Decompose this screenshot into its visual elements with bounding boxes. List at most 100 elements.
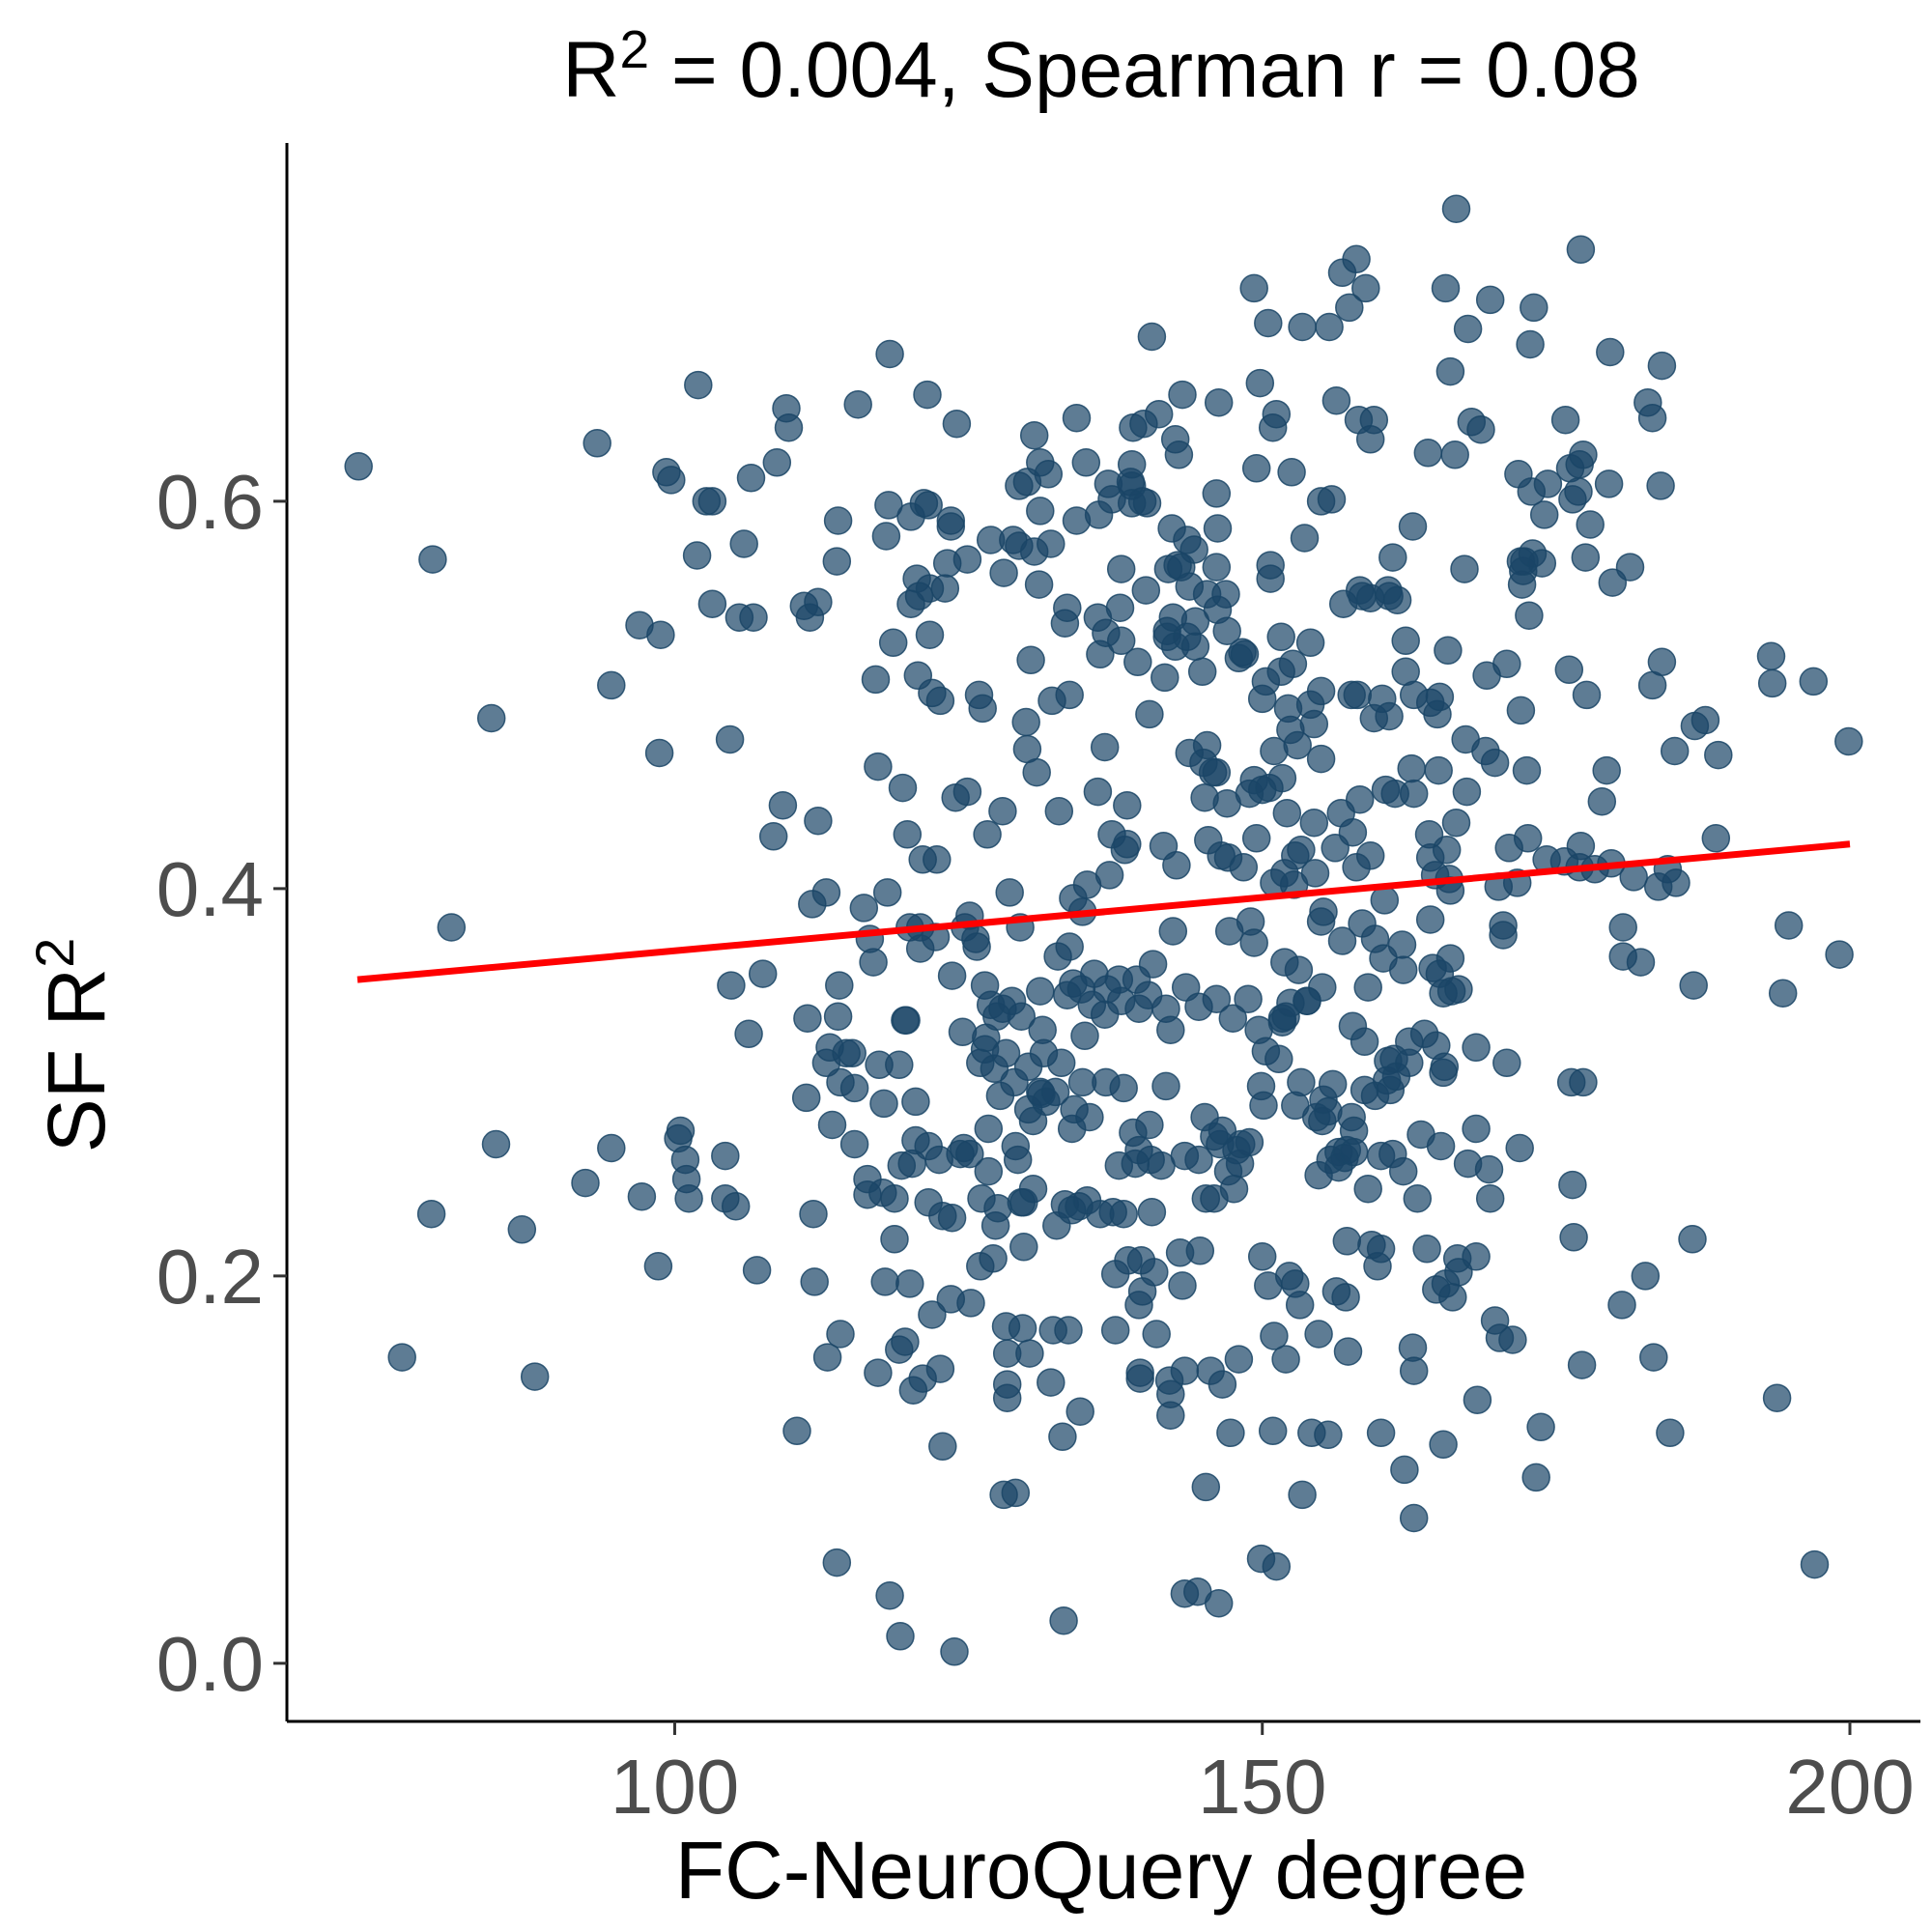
data-point	[983, 1193, 1012, 1223]
data-point	[1026, 497, 1055, 526]
data-point	[1001, 1478, 1031, 1508]
data-point	[1353, 973, 1382, 1002]
y-axis-label-main: SF R	[31, 968, 122, 1152]
data-point	[1327, 926, 1357, 955]
data-point	[1075, 1102, 1104, 1132]
data-point	[1550, 405, 1580, 435]
data-point	[1062, 403, 1092, 433]
data-point	[1333, 1337, 1363, 1366]
data-point	[1288, 1480, 1317, 1510]
data-point	[937, 961, 967, 990]
data-point	[948, 1017, 978, 1047]
data-point	[1596, 337, 1625, 367]
data-point	[1529, 500, 1559, 529]
data-point	[1109, 1073, 1138, 1103]
data-point	[1299, 808, 1329, 838]
data-point	[1138, 950, 1168, 979]
data-point	[1235, 1127, 1264, 1157]
data-point	[1607, 1291, 1636, 1320]
title-prefix: R	[562, 26, 619, 114]
data-point	[1055, 680, 1084, 710]
data-point	[1113, 830, 1142, 859]
data-point	[697, 487, 727, 516]
data-point	[1106, 626, 1136, 656]
data-point	[1230, 639, 1260, 669]
data-point	[1637, 403, 1667, 433]
data-point	[674, 1183, 703, 1213]
data-point	[729, 529, 758, 558]
data-point	[1309, 897, 1338, 926]
data-point	[1262, 399, 1292, 429]
data-point	[1444, 975, 1473, 1004]
data-point	[782, 1416, 811, 1446]
data-point	[1343, 680, 1373, 710]
data-point	[1137, 1197, 1167, 1227]
data-point	[880, 1183, 909, 1213]
data-point	[1762, 1383, 1792, 1412]
data-point	[1388, 955, 1418, 984]
data-point	[1055, 932, 1084, 961]
data-point	[1480, 748, 1510, 778]
data-point	[1317, 485, 1347, 514]
data-point	[1430, 1052, 1460, 1082]
data-point	[817, 1110, 847, 1140]
data-point	[1474, 1154, 1504, 1184]
y-axis-label: SF R2	[24, 938, 122, 1153]
data-point	[913, 380, 942, 410]
data-point	[1690, 705, 1720, 735]
data-point	[992, 1383, 1022, 1412]
data-point	[1117, 450, 1147, 479]
data-point	[1594, 469, 1624, 498]
data-point	[1234, 984, 1263, 1013]
data-point	[1125, 1364, 1154, 1393]
fit-line-layer	[356, 840, 1851, 983]
data-point	[1054, 1316, 1083, 1345]
data-point	[657, 466, 686, 495]
data-point	[1287, 1067, 1316, 1097]
data-point	[1318, 1069, 1348, 1099]
data-point	[758, 822, 788, 851]
data-point	[1679, 971, 1708, 1000]
y-axis-label-superscript: 2	[24, 938, 85, 968]
data-point	[914, 491, 943, 520]
data-point	[1216, 1418, 1245, 1448]
data-point	[1608, 913, 1637, 942]
data-point	[1569, 1067, 1598, 1097]
data-point	[1516, 329, 1545, 359]
data-point	[1299, 709, 1329, 739]
data-point	[968, 694, 997, 724]
data-point	[1239, 273, 1268, 303]
data-point	[1489, 921, 1518, 950]
data-point	[1382, 585, 1412, 614]
data-point	[1450, 554, 1479, 583]
data-point	[1295, 628, 1325, 658]
data-point	[1375, 701, 1404, 731]
data-point	[880, 1225, 909, 1254]
data-point	[1424, 755, 1453, 785]
data-point	[1258, 1416, 1288, 1446]
data-point	[1229, 853, 1259, 882]
data-point	[875, 1580, 904, 1610]
data-point	[1332, 1227, 1362, 1256]
data-point	[734, 1019, 763, 1049]
data-point	[1426, 1131, 1456, 1161]
data-point	[1203, 514, 1233, 543]
data-point	[1520, 293, 1548, 323]
data-point	[1040, 1077, 1070, 1107]
data-point	[812, 1343, 842, 1372]
data-point	[822, 1548, 852, 1577]
data-point	[839, 1073, 869, 1103]
data-point	[1212, 616, 1241, 645]
data-point	[838, 1038, 867, 1068]
data-point	[1287, 836, 1316, 865]
data-point	[1290, 524, 1320, 553]
data-point	[1387, 930, 1417, 959]
data-point	[437, 913, 467, 942]
data-point	[973, 820, 1002, 849]
data-point	[1156, 1015, 1185, 1044]
data-point	[1506, 696, 1536, 725]
data-point	[1009, 1233, 1038, 1262]
data-point	[571, 1168, 600, 1198]
data-point	[1256, 551, 1285, 580]
data-point	[1211, 580, 1240, 609]
